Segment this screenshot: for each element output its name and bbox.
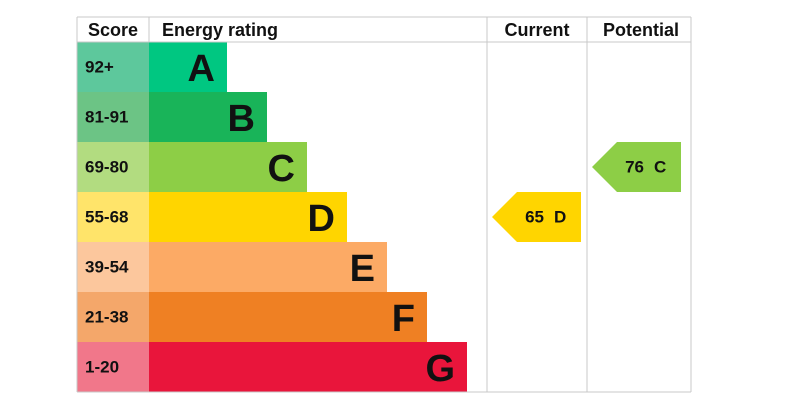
score-cell — [77, 342, 149, 392]
rating-letter: D — [308, 198, 335, 240]
score-label: 1-20 — [85, 358, 119, 377]
score-cell — [77, 192, 149, 242]
score-cell — [77, 292, 149, 342]
score-label: 92+ — [85, 58, 114, 77]
score-cell — [77, 242, 149, 292]
score-label: 81-91 — [85, 108, 128, 127]
score-label: 55-68 — [85, 208, 128, 227]
rating-bar — [149, 92, 267, 142]
table-grid — [76, 16, 692, 393]
rating-bar — [149, 142, 307, 192]
potential-arrow — [592, 142, 681, 192]
score-label: 39-54 — [85, 258, 129, 277]
rating-bar — [149, 342, 467, 392]
rating-letter: B — [228, 98, 255, 140]
header-score: Score — [88, 20, 138, 40]
score-label: 21-38 — [85, 308, 128, 327]
rating-letter: F — [392, 298, 415, 340]
rating-letter: E — [350, 248, 375, 290]
rating-letter: C — [268, 148, 295, 190]
score-cell — [77, 92, 149, 142]
rating-bar — [149, 192, 347, 242]
header-current: Current — [504, 20, 569, 40]
potential-score: 76 — [625, 158, 644, 177]
current-arrow — [492, 192, 581, 242]
rating-bar — [149, 42, 227, 92]
header-potential: Potential — [603, 20, 679, 40]
header-rating: Energy rating — [162, 20, 278, 40]
current-score: 65 — [525, 208, 544, 227]
score-cell — [77, 42, 149, 92]
rating-bar — [149, 242, 387, 292]
rating-letter: G — [425, 348, 455, 390]
rating-letter: A — [188, 48, 215, 90]
score-label: 69-80 — [85, 158, 128, 177]
potential-rating: C — [654, 158, 666, 177]
score-cell — [77, 142, 149, 192]
current-rating: D — [554, 208, 566, 227]
rating-bar — [149, 292, 427, 342]
